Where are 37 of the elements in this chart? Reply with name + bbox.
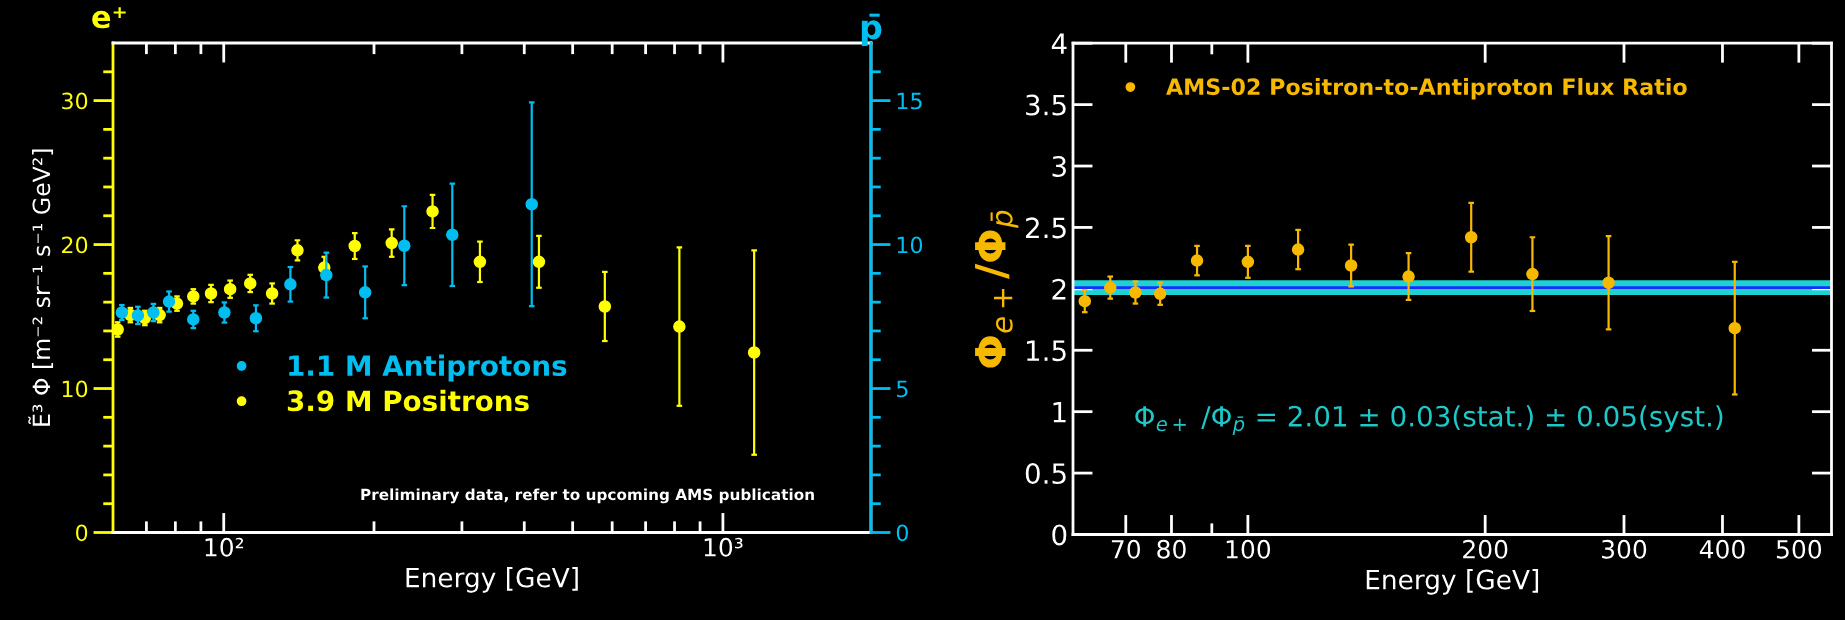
y2-tick-label: 5 bbox=[897, 380, 908, 398]
y-tick-label: 30 bbox=[62, 92, 88, 110]
annotation: Preliminary data, refer to upcoming AMS publication bbox=[361, 488, 814, 504]
y2-tick-label: 0 bbox=[896, 524, 908, 542]
y2-tick-label: 15 bbox=[897, 92, 922, 110]
y-tick-label: 0.5 bbox=[1025, 463, 1066, 485]
y-tick-label: 1.5 bbox=[1027, 340, 1066, 362]
x-tick-label: 80 bbox=[1157, 539, 1186, 559]
y-axis-title: Φ$_{e+}$/Φ$_{p̄}$ bbox=[975, 210, 1019, 368]
x-tick-label: 400 bbox=[1699, 539, 1745, 559]
y2-tick-label: 10 bbox=[897, 236, 923, 254]
y-tick-label: 3 bbox=[1052, 155, 1066, 177]
y-axis-title: Ẽ³ Φ [m⁻² sr⁻¹ s⁻¹ GeV²] bbox=[28, 149, 54, 426]
y-tick-label: 1 bbox=[1053, 401, 1066, 423]
x-tick-label: 300 bbox=[1602, 539, 1647, 559]
y-tick-label: 3.5 bbox=[1026, 94, 1066, 116]
legend-label: AMS-02 Positron-to-Antiproton Flux Ratio bbox=[1166, 77, 1687, 100]
y-tick-label: 2 bbox=[1052, 278, 1066, 300]
x-axis-title: Energy [GeV] bbox=[1366, 569, 1539, 595]
y-tick-label: 10 bbox=[62, 380, 88, 398]
x-tick-label: 500 bbox=[1776, 539, 1822, 559]
x-tick-label: 70 bbox=[1111, 539, 1141, 559]
legend-label: 1.1 M Antiprotons bbox=[289, 354, 567, 382]
annotation: Φ$_{e+}$ /Φ$_{p̄}$ = 2.01 ± 0.03(stat.) ± 0.05(syst.) bbox=[1135, 405, 1723, 435]
y-tick-label: 4 bbox=[1051, 33, 1067, 54]
y-tick-label: 2.5 bbox=[1026, 217, 1066, 239]
y-tick-label: 20 bbox=[62, 236, 88, 254]
text: e⁺ bbox=[92, 7, 126, 29]
legend-label: 3.9 M Positrons bbox=[287, 389, 529, 412]
x-tick-label: 100 bbox=[1226, 539, 1271, 559]
x-tick-label: 10³ bbox=[704, 537, 743, 557]
y2-axis-title: p̄ bbox=[861, 13, 882, 46]
y-tick-label: 0 bbox=[76, 524, 88, 542]
x-tick-label: 10² bbox=[205, 537, 244, 557]
y-tick-label: 0 bbox=[1052, 524, 1067, 546]
x-axis-title: Energy [GeV] bbox=[406, 567, 578, 593]
x-tick-label: 200 bbox=[1463, 539, 1508, 559]
